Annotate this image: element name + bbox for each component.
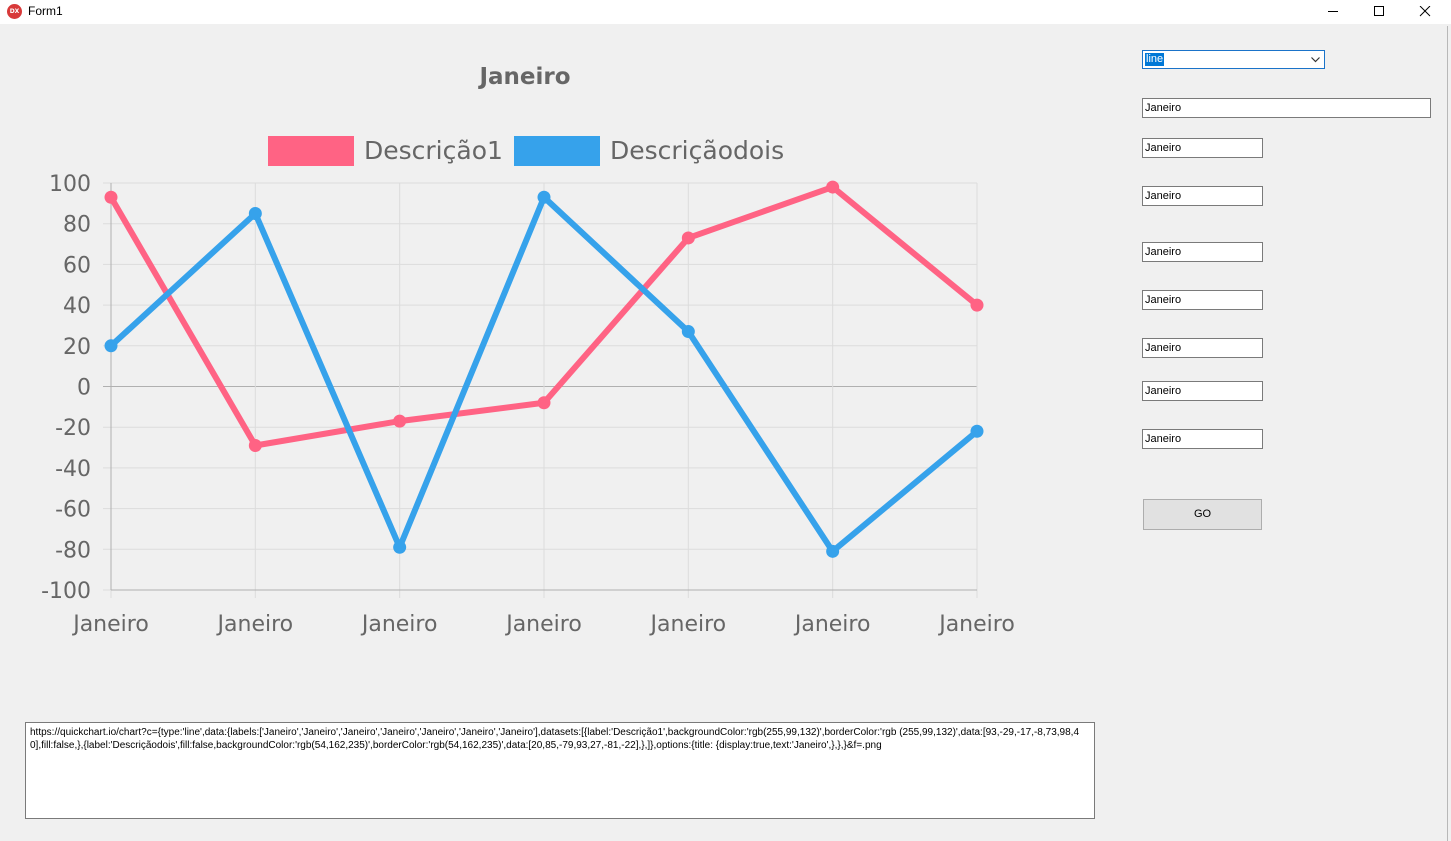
legend-swatch-2 — [514, 136, 600, 166]
title-field[interactable]: Janeiro — [1142, 98, 1431, 118]
label-field-3[interactable]: Janeiro — [1142, 242, 1263, 262]
legend-swatch-1 — [268, 136, 354, 166]
label-field-6[interactable]: Janeiro — [1142, 381, 1263, 401]
y-tick-label: -60 — [55, 498, 91, 523]
chart-title: Janeiro — [477, 64, 570, 90]
data-point — [104, 190, 118, 204]
data-point — [248, 207, 262, 221]
legend-label-1: Descrição1 — [364, 136, 503, 165]
x-tick-label: Janeiro — [216, 612, 294, 637]
window-title: Form1 — [28, 4, 63, 18]
x-tick-label: Janeiro — [793, 612, 871, 637]
close-icon — [1419, 6, 1431, 17]
chart-image: Janeiro Descrição1 Descriçãodois 100 80 60 4… — [41, 64, 1015, 637]
close-button[interactable] — [1402, 0, 1448, 24]
y-tick-label: 80 — [63, 213, 91, 238]
chart-legend: Descrição1 Descriçãodois — [268, 136, 784, 166]
data-point — [393, 540, 407, 554]
chart-type-select[interactable]: line — [1142, 50, 1325, 69]
data-point — [393, 414, 407, 428]
y-tick-label: 20 — [63, 335, 91, 360]
chart-type-value: line — [1145, 53, 1165, 66]
label-field-2[interactable]: Janeiro — [1142, 186, 1263, 206]
chevron-down-icon — [1311, 57, 1320, 63]
data-point — [104, 339, 118, 353]
window-border — [1447, 26, 1448, 841]
chart-axes: 100 80 60 40 20 0 -20 -40 -60 -80 -100 Janeiro Janei… — [41, 172, 1015, 637]
y-tick-label: 100 — [49, 172, 91, 197]
y-tick-label: -100 — [41, 579, 91, 604]
minimize-icon — [1328, 11, 1338, 12]
app-icon: DX — [7, 4, 22, 19]
x-tick-label: Janeiro — [71, 612, 149, 637]
label-field-7[interactable]: Janeiro — [1142, 429, 1263, 449]
data-point — [537, 396, 551, 410]
data-point — [970, 298, 984, 312]
data-point — [537, 190, 551, 204]
data-point — [970, 424, 984, 438]
data-point — [681, 325, 695, 339]
maximize-icon — [1374, 6, 1384, 16]
x-tick-label: Janeiro — [360, 612, 438, 637]
x-tick-label: Janeiro — [649, 612, 727, 637]
y-tick-label: 40 — [63, 294, 91, 319]
title-bar: DX Form1 — [0, 0, 1451, 24]
y-tick-label: -80 — [55, 538, 91, 563]
maximize-button[interactable] — [1356, 0, 1402, 24]
y-tick-label: 60 — [63, 253, 91, 278]
x-tick-label: Janeiro — [504, 612, 582, 637]
data-point — [826, 180, 840, 194]
label-field-4[interactable]: Janeiro — [1142, 290, 1263, 310]
x-tick-label: Janeiro — [937, 612, 1015, 637]
data-point — [681, 231, 695, 245]
data-point — [248, 439, 262, 453]
go-button[interactable]: GO — [1143, 499, 1262, 530]
chart-series — [104, 180, 984, 558]
minimize-button[interactable] — [1310, 0, 1356, 24]
legend-label-2: Descriçãodois — [610, 136, 784, 165]
label-field-5[interactable]: Janeiro — [1142, 338, 1263, 358]
label-field-1[interactable]: Janeiro — [1142, 138, 1263, 158]
y-tick-label: -20 — [55, 416, 91, 441]
chart-grid — [103, 182, 978, 598]
y-tick-label: -40 — [55, 457, 91, 482]
y-tick-label: 0 — [77, 376, 91, 401]
data-point — [826, 544, 840, 558]
url-output-memo[interactable]: https://quickchart.io/chart?c={type:'lin… — [25, 722, 1095, 819]
